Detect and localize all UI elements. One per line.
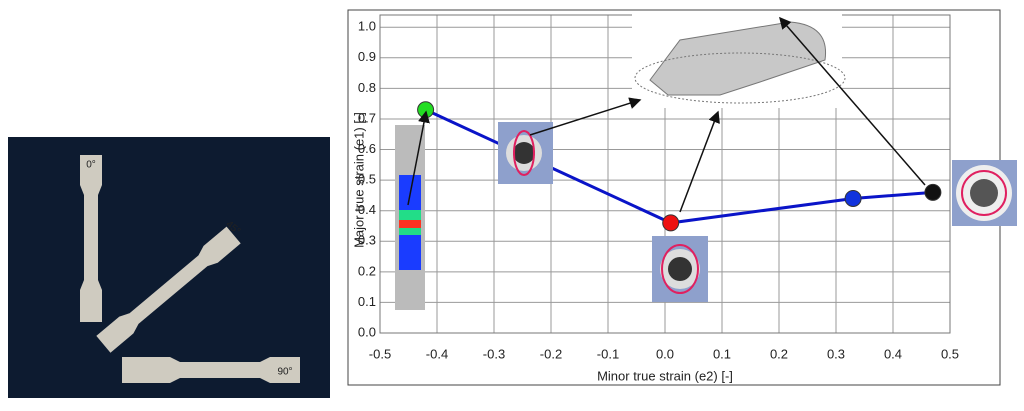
x-tick-label: 0.0 — [656, 346, 674, 361]
x-tick-label: 0.2 — [770, 346, 788, 361]
y-tick-label: 0.4 — [358, 202, 376, 217]
specimen — [96, 226, 241, 353]
data-point — [844, 189, 862, 207]
x-tick-label: 0.1 — [713, 346, 731, 361]
x-tick-label: -0.2 — [540, 346, 562, 361]
y-tick-label: 0.7 — [358, 110, 376, 125]
x-tick-label: -0.1 — [597, 346, 619, 361]
x-axis-title: Minor true strain (e2) [-] — [597, 368, 733, 383]
part-drawing — [634, 52, 846, 104]
y-tick-label: 0.8 — [358, 80, 376, 95]
x-tick-label: 0.4 — [884, 346, 902, 361]
specimen-label: 90° — [277, 367, 292, 378]
specimen-label: 0° — [86, 160, 96, 171]
arrow — [779, 16, 926, 186]
specimen — [122, 357, 300, 383]
x-tick-label: -0.4 — [426, 346, 448, 361]
specimen — [80, 155, 102, 322]
overlays — [395, 12, 1017, 310]
dome-image — [498, 122, 1017, 302]
y-tick-label: 0.5 — [358, 172, 376, 187]
data-point — [924, 183, 942, 201]
y-tick-label: 0.1 — [358, 294, 376, 309]
arrow — [529, 97, 642, 136]
x-tick-label: -0.5 — [369, 346, 391, 361]
arrow — [679, 110, 720, 213]
specimen-photo — [8, 137, 330, 398]
x-tick-label: -0.3 — [483, 346, 505, 361]
x-tick-label: 0.5 — [941, 346, 959, 361]
y-axis-title: Major true strain (e1) [-] — [351, 112, 366, 248]
arrow — [407, 110, 430, 206]
strip-image — [399, 220, 421, 228]
x-tick-label: 0.3 — [827, 346, 845, 361]
y-tick-label: 0.6 — [358, 141, 376, 156]
y-tick-label: 0.9 — [358, 49, 376, 64]
y-tick-label: 1.0 — [358, 19, 376, 34]
data-point — [662, 214, 680, 232]
y-tick-label: 0.0 — [358, 324, 376, 339]
y-tick-label: 0.2 — [358, 263, 376, 278]
y-tick-label: 0.3 — [358, 233, 376, 248]
